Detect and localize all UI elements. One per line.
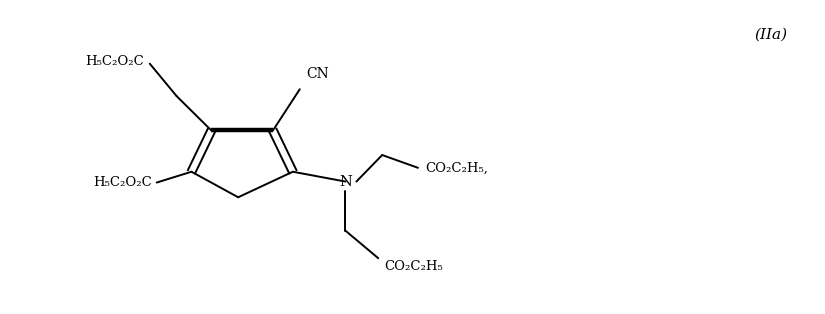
- Text: (IIa): (IIa): [754, 27, 787, 41]
- Text: H₅C₂O₂C: H₅C₂O₂C: [85, 55, 144, 68]
- Text: H₅C₂O₂C: H₅C₂O₂C: [93, 176, 152, 189]
- Text: N: N: [339, 175, 352, 189]
- Text: CO₂C₂H₅: CO₂C₂H₅: [384, 260, 443, 273]
- Text: CN: CN: [307, 67, 329, 80]
- Text: CO₂C₂H₅,: CO₂C₂H₅,: [425, 161, 488, 174]
